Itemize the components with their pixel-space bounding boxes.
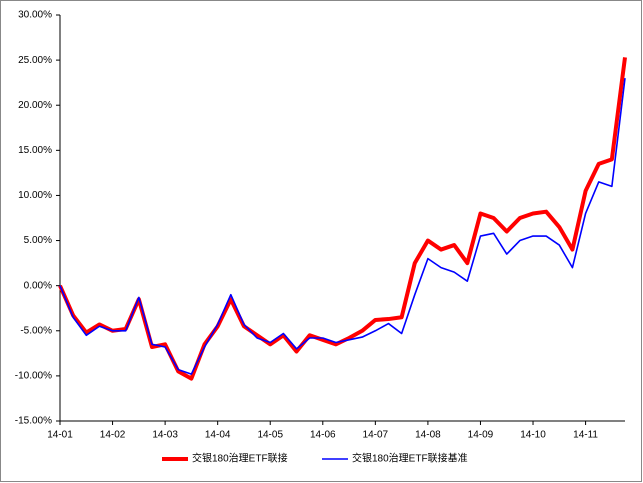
y-tick-label: 25.00%	[18, 55, 52, 66]
y-tick-label: 5.00%	[24, 235, 52, 246]
x-tick-label: 14-07	[363, 430, 389, 441]
y-tick-label: -5.00%	[20, 325, 52, 336]
x-tick-label: 14-08	[415, 430, 441, 441]
y-tick-label: 0.00%	[24, 280, 52, 291]
legend-label: 交银180治理ETF联接	[192, 452, 288, 465]
x-tick-label: 14-01	[47, 430, 73, 441]
y-tick-label: -15.00%	[15, 416, 52, 427]
y-tick-label: 15.00%	[18, 145, 52, 156]
x-tick-label: 14-03	[152, 430, 178, 441]
x-tick-label: 14-05	[257, 430, 283, 441]
x-tick-label: 14-06	[310, 430, 336, 441]
y-tick-label: 10.00%	[18, 190, 52, 201]
x-tick-label: 14-02	[100, 430, 126, 441]
x-tick-label: 14-04	[205, 430, 231, 441]
y-tick-label: -10.00%	[15, 371, 52, 382]
series-line	[59, 78, 626, 375]
x-tick-label: 14-09	[468, 430, 494, 441]
x-tick-label: 14-10	[520, 430, 546, 441]
y-tick-label: 20.00%	[18, 100, 52, 111]
y-tick-label: 30.00%	[18, 10, 52, 21]
legend-label: 交银180治理ETF联接基准	[352, 452, 468, 465]
x-tick-label: 14-11	[573, 430, 598, 441]
